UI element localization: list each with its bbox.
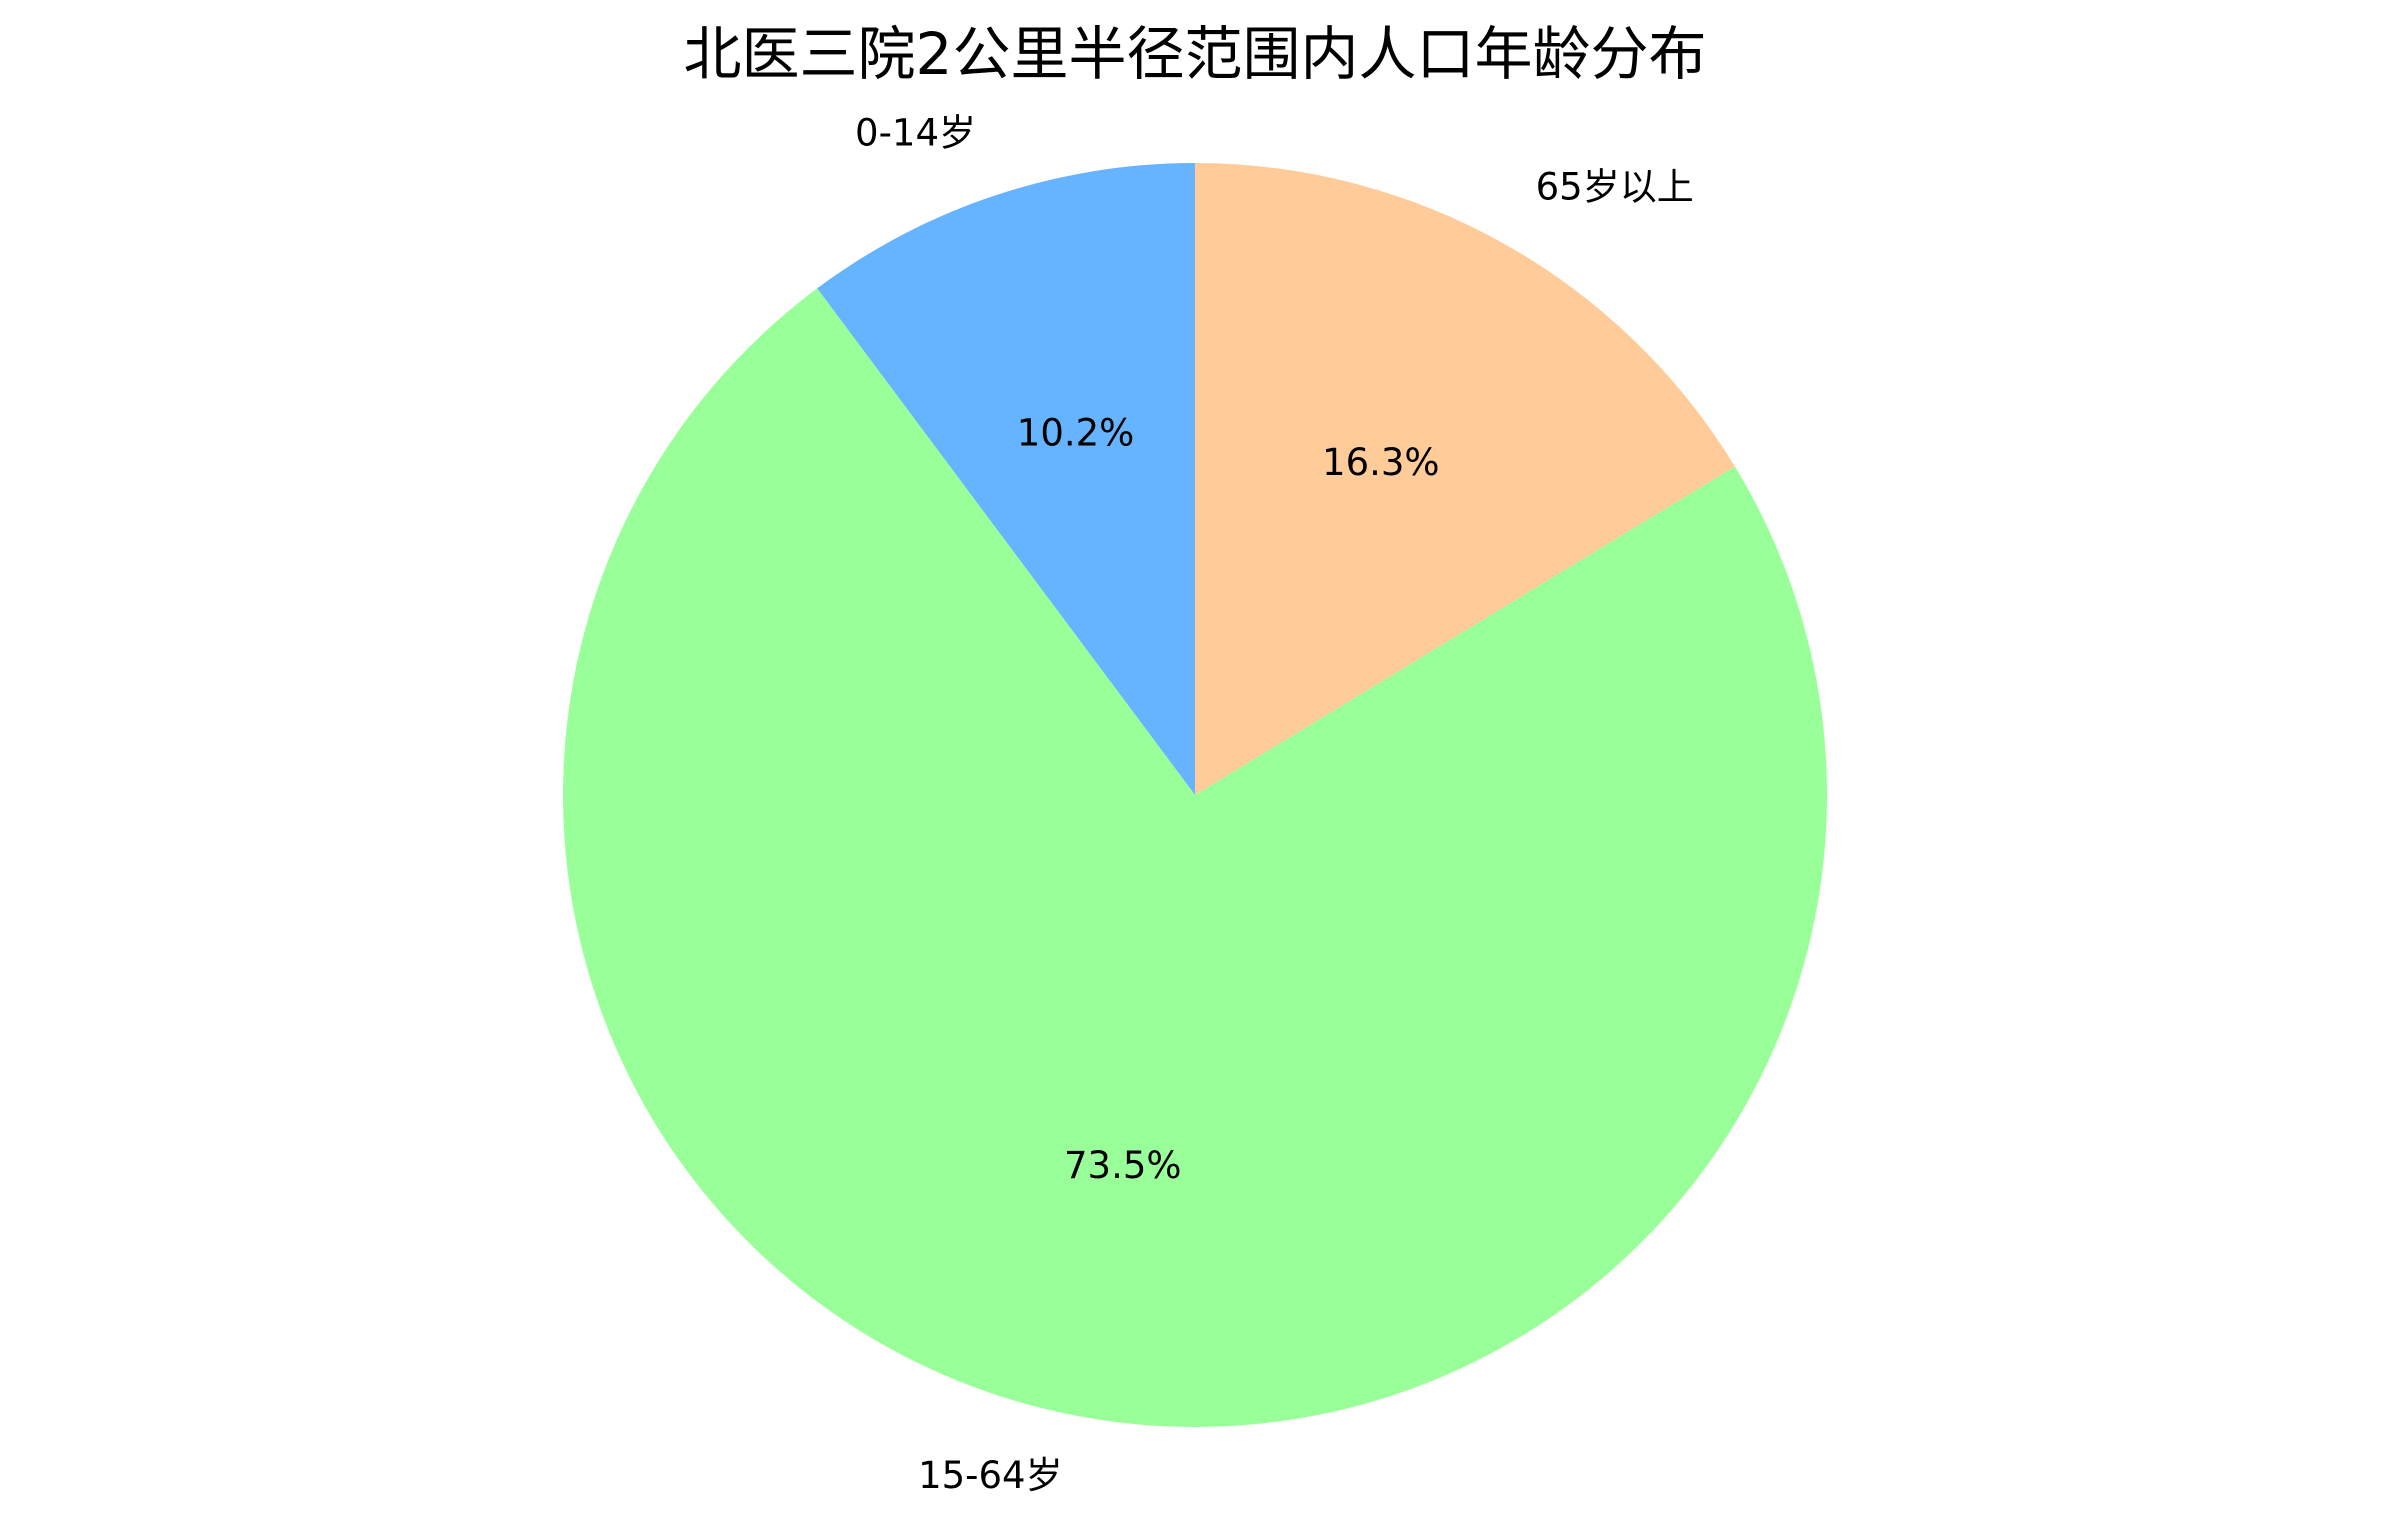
pie-percent-label-2: 16.3%: [1322, 441, 1440, 484]
pie-slice-1: [563, 288, 1828, 1427]
pie-percent-label-0: 10.2%: [1017, 412, 1135, 455]
pie-slice-label-0: 0-14岁: [855, 112, 976, 155]
pie-slice-2: [1195, 163, 1735, 795]
pie-slice-labels: 0-14岁 15-64岁 65岁以上: [855, 112, 1694, 1497]
pie-slice-label-2: 65岁以上: [1536, 165, 1694, 208]
pie-slices: [563, 163, 1828, 1427]
pie-percent-label-1: 73.5%: [1064, 1144, 1182, 1187]
pie-percent-labels: 10.2% 73.5% 16.3%: [1017, 412, 1440, 1187]
pie-slice-0: [817, 163, 1195, 795]
chart-title: 北医三院2公里半径范围内人口年龄分布: [684, 20, 1707, 88]
pie-slice-label-1: 15-64岁: [918, 1454, 1063, 1497]
